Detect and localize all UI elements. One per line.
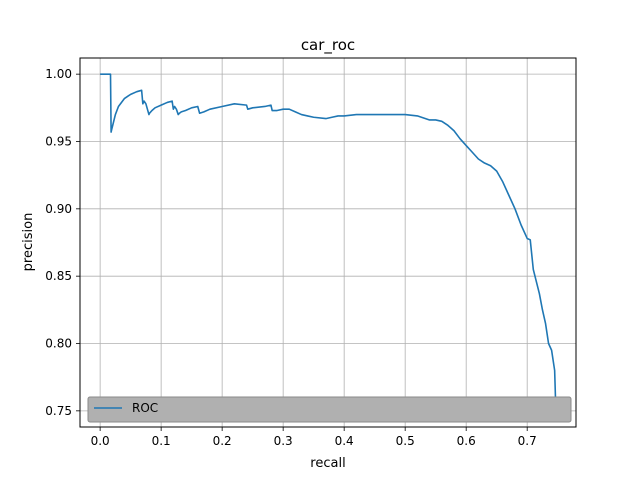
y-tick-label: 0.85 <box>45 269 72 283</box>
x-tick-label: 0.0 <box>91 434 110 448</box>
y-tick-label: 0.80 <box>45 337 72 351</box>
axis-ticks: 0.0 0.1 0.2 0.3 0.4 0.5 0.6 0.7 0.75 0.80 0.85 0.90… <box>45 67 536 448</box>
legend-label-roc: ROC <box>132 401 158 415</box>
x-tick-label: 0.2 <box>213 434 232 448</box>
legend: ROC <box>87 396 572 423</box>
series-layer <box>100 73 557 411</box>
x-axis-title: recall <box>310 456 345 471</box>
y-tick-label: 0.95 <box>45 134 72 148</box>
series-line-roc <box>100 73 557 411</box>
x-tick-label: 0.1 <box>152 434 171 448</box>
y-tick-label: 1.00 <box>45 67 72 81</box>
x-tick-label: 0.5 <box>396 434 415 448</box>
y-tick-label: 0.90 <box>45 202 72 216</box>
x-tick-label: 0.7 <box>518 434 537 448</box>
y-tick-label: 0.75 <box>45 404 72 418</box>
x-tick-label: 0.4 <box>335 434 354 448</box>
x-tick-label: 0.6 <box>457 434 476 448</box>
plot-frame <box>79 57 577 428</box>
legend-box <box>87 396 572 423</box>
chart-title: car_roc <box>301 36 355 55</box>
y-axis-title: precision <box>21 213 36 272</box>
x-tick-label: 0.3 <box>274 434 293 448</box>
